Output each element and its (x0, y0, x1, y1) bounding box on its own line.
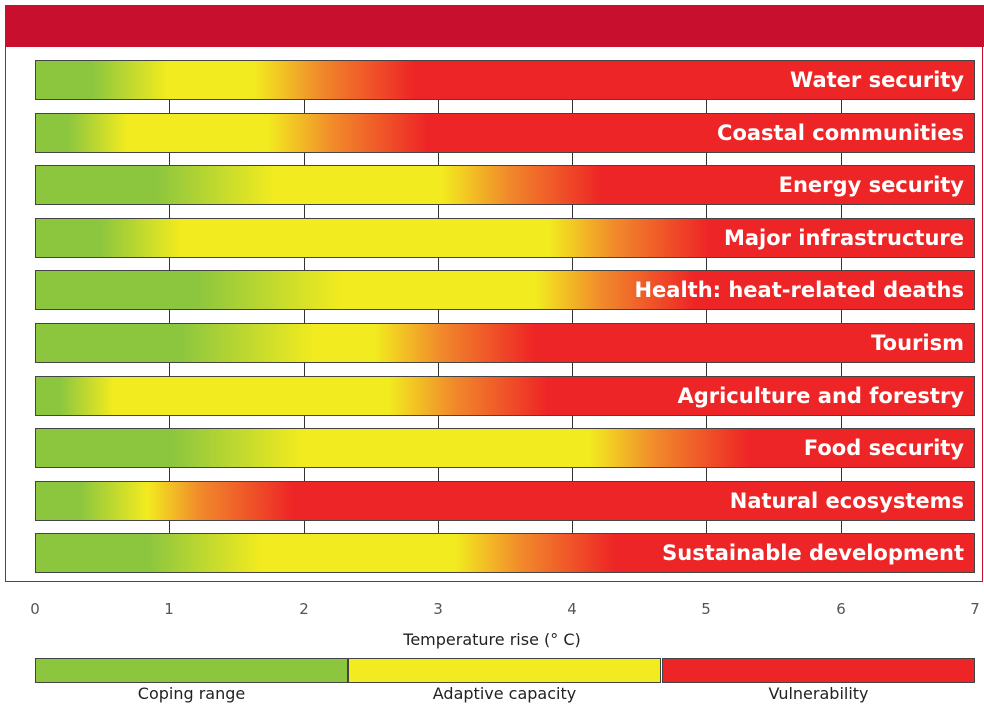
sector-label: Health: heat-related deaths (634, 278, 964, 302)
grid-tick (841, 363, 842, 376)
sector-bar: Energy security (35, 165, 975, 205)
sector-label: Food security (803, 436, 964, 460)
grid-tick (572, 416, 573, 428)
sector-label: Tourism (871, 331, 964, 355)
grid-tick (304, 258, 305, 270)
grid-tick (706, 153, 707, 165)
grid-tick (572, 363, 573, 376)
grid-tick (706, 205, 707, 218)
grid-tick (706, 363, 707, 376)
grid-tick (169, 363, 170, 376)
grid-tick (169, 468, 170, 481)
grid-tick (438, 205, 439, 218)
grid-tick (572, 100, 573, 113)
grid-tick (706, 100, 707, 113)
legend-swatch (662, 658, 975, 683)
x-tick-label: 6 (836, 600, 846, 618)
grid-tick (841, 100, 842, 113)
sector-label: Water security (790, 68, 964, 92)
grid-tick (706, 468, 707, 481)
grid-tick (169, 153, 170, 165)
sector-label: Major infrastructure (723, 226, 964, 250)
grid-tick (841, 205, 842, 218)
grid-tick (572, 521, 573, 533)
sector-bar: Water security (35, 60, 975, 100)
grid-tick (706, 258, 707, 270)
sector-label: Coastal communities (717, 121, 964, 145)
grid-tick (169, 258, 170, 270)
grid-tick (169, 100, 170, 113)
sector-bar: Sustainable development (35, 533, 975, 573)
grid-tick (304, 310, 305, 323)
sector-bar: Coastal communities (35, 113, 975, 153)
grid-tick (706, 310, 707, 323)
grid-tick (169, 521, 170, 533)
sector-label: Natural ecosystems (729, 489, 964, 513)
grid-tick (438, 521, 439, 533)
grid-tick (841, 521, 842, 533)
grid-tick (706, 521, 707, 533)
legend-swatch (35, 658, 348, 683)
grid-tick (572, 205, 573, 218)
grid-tick (706, 416, 707, 428)
grid-tick (438, 468, 439, 481)
grid-tick (304, 416, 305, 428)
grid-tick (438, 363, 439, 376)
x-tick-label: 3 (433, 600, 443, 618)
grid-tick (572, 310, 573, 323)
grid-tick (304, 100, 305, 113)
grid-tick (841, 258, 842, 270)
x-tick-label: 2 (299, 600, 309, 618)
grid-tick (841, 416, 842, 428)
sector-label: Energy security (778, 173, 964, 197)
sector-bar: Food security (35, 428, 975, 468)
sector-bar: Health: heat-related deaths (35, 270, 975, 310)
grid-tick (304, 153, 305, 165)
legend-label: Coping range (137, 684, 246, 703)
x-axis-label: Temperature rise (° C) (403, 630, 581, 649)
grid-tick (438, 310, 439, 323)
grid-tick (841, 153, 842, 165)
x-tick-label: 7 (970, 600, 980, 618)
sector-label: Sustainable development (662, 541, 964, 565)
sector-bar: Agriculture and forestry (35, 376, 975, 416)
grid-tick (169, 205, 170, 218)
header-bar (5, 5, 984, 47)
grid-tick (304, 363, 305, 376)
grid-tick (572, 258, 573, 270)
x-tick-label: 0 (30, 600, 40, 618)
legend-swatch (348, 658, 661, 683)
x-tick-label: 4 (567, 600, 577, 618)
sector-bar: Tourism (35, 323, 975, 363)
grid-tick (438, 100, 439, 113)
grid-tick (572, 468, 573, 481)
grid-tick (169, 310, 170, 323)
grid-tick (304, 205, 305, 218)
grid-tick (438, 416, 439, 428)
sector-label: Agriculture and forestry (677, 384, 964, 408)
grid-tick (169, 416, 170, 428)
sector-bar: Major infrastructure (35, 218, 975, 258)
x-tick-label: 5 (701, 600, 711, 618)
x-tick-label: 1 (164, 600, 174, 618)
grid-tick (438, 153, 439, 165)
grid-tick (841, 310, 842, 323)
legend-label: Vulnerability (768, 684, 869, 703)
grid-tick (304, 468, 305, 481)
grid-tick (572, 153, 573, 165)
grid-tick (841, 468, 842, 481)
legend-label: Adaptive capacity (432, 684, 577, 703)
grid-tick (304, 521, 305, 533)
sector-bar: Natural ecosystems (35, 481, 975, 521)
grid-tick (438, 258, 439, 270)
